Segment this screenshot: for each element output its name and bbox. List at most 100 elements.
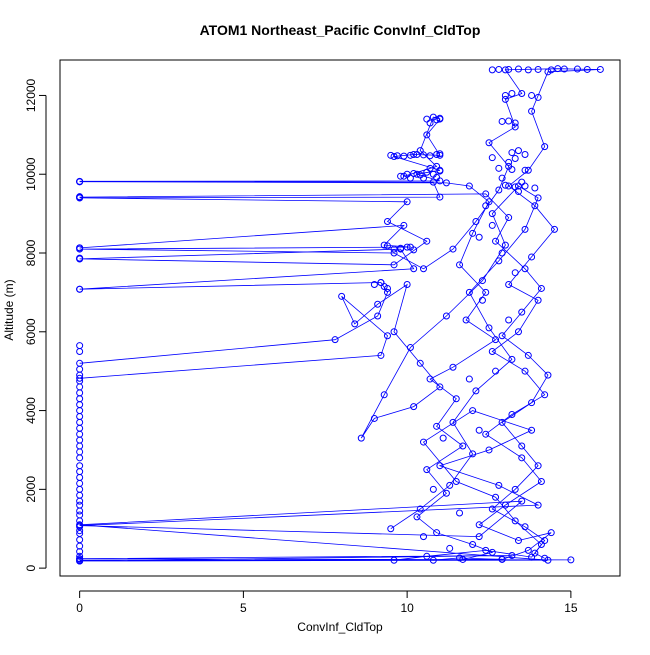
data-point — [338, 292, 346, 300]
data-point — [423, 131, 431, 139]
data-point — [534, 65, 542, 73]
data-point — [511, 183, 519, 191]
data-point — [537, 284, 545, 292]
data-point — [393, 152, 401, 160]
series-line-3 — [79, 116, 441, 364]
data-point — [416, 505, 424, 513]
data-point — [406, 174, 414, 182]
data-point — [410, 151, 418, 159]
data-point — [498, 174, 506, 182]
y-tick-label: 8000 — [24, 239, 38, 266]
data-point — [482, 430, 490, 438]
data-point — [482, 288, 490, 296]
data-point — [505, 281, 513, 289]
data-point — [351, 320, 359, 328]
data-point — [475, 521, 483, 529]
data-point — [508, 552, 516, 560]
data-point — [370, 281, 378, 289]
data-point — [426, 375, 434, 383]
data-point — [488, 210, 496, 218]
data-point — [76, 552, 84, 560]
data-point — [456, 261, 464, 269]
data-point — [528, 253, 536, 261]
data-point — [469, 540, 477, 548]
data-point — [544, 371, 552, 379]
data-point — [76, 501, 84, 509]
data-point — [505, 158, 513, 166]
data-point — [478, 296, 486, 304]
data-point — [528, 399, 536, 407]
data-point — [560, 65, 568, 73]
data-point — [383, 217, 391, 225]
data-point — [482, 202, 490, 210]
data-point — [518, 178, 526, 186]
data-point — [501, 66, 509, 74]
data-point — [465, 182, 473, 190]
data-point — [406, 344, 414, 352]
data-point — [551, 225, 559, 233]
x-tick-label: 10 — [400, 601, 414, 615]
data-point — [390, 153, 398, 161]
data-point — [505, 182, 513, 190]
data-point — [390, 328, 398, 336]
data-point — [524, 66, 532, 74]
data-point — [410, 246, 418, 254]
data-point — [518, 454, 526, 462]
data-point — [488, 548, 496, 556]
data-point — [76, 527, 84, 535]
data-point — [469, 450, 477, 458]
data-point — [541, 554, 549, 562]
data-point — [390, 245, 398, 253]
data-point — [518, 89, 526, 97]
plot-frame — [59, 59, 621, 577]
data-point — [537, 477, 545, 485]
data-point — [508, 149, 516, 157]
data-point — [511, 269, 519, 277]
data-point — [76, 555, 84, 563]
data-point — [420, 151, 428, 159]
data-point — [433, 116, 441, 124]
data-point — [76, 342, 84, 350]
data-point — [76, 462, 84, 470]
data-point — [488, 154, 496, 162]
data-point — [524, 351, 532, 359]
data-point — [531, 202, 539, 210]
data-point — [413, 170, 421, 178]
data-point — [501, 95, 509, 103]
data-point — [528, 107, 536, 115]
data-point — [534, 194, 542, 202]
data-point — [403, 281, 411, 289]
data-point — [377, 351, 385, 359]
data-point — [397, 244, 405, 252]
data-point — [495, 65, 503, 73]
data-point — [357, 434, 365, 442]
data-point — [521, 367, 529, 375]
data-point — [449, 363, 457, 371]
data-point — [495, 186, 503, 194]
data-point — [534, 93, 542, 101]
data-point — [383, 284, 391, 292]
data-point — [505, 117, 513, 125]
data-point — [492, 367, 500, 375]
data-point — [524, 166, 532, 174]
data-point — [459, 442, 467, 450]
data-point — [76, 557, 84, 565]
data-point — [76, 178, 84, 186]
y-tick-label: 4000 — [24, 397, 38, 424]
data-point — [383, 242, 391, 250]
data-point — [423, 237, 431, 245]
data-point — [403, 198, 411, 206]
data-point — [390, 556, 398, 564]
data-point — [521, 225, 529, 233]
data-point — [498, 332, 506, 340]
data-point — [511, 123, 519, 131]
data-point — [534, 462, 542, 470]
data-point — [501, 501, 509, 509]
data-point — [420, 438, 428, 446]
data-point — [397, 172, 405, 180]
data-point — [547, 66, 555, 74]
chart-title: ATOM1 Northeast_Pacific ConvInf_CldTop — [200, 22, 481, 38]
data-point — [521, 166, 529, 174]
data-point — [433, 162, 441, 170]
